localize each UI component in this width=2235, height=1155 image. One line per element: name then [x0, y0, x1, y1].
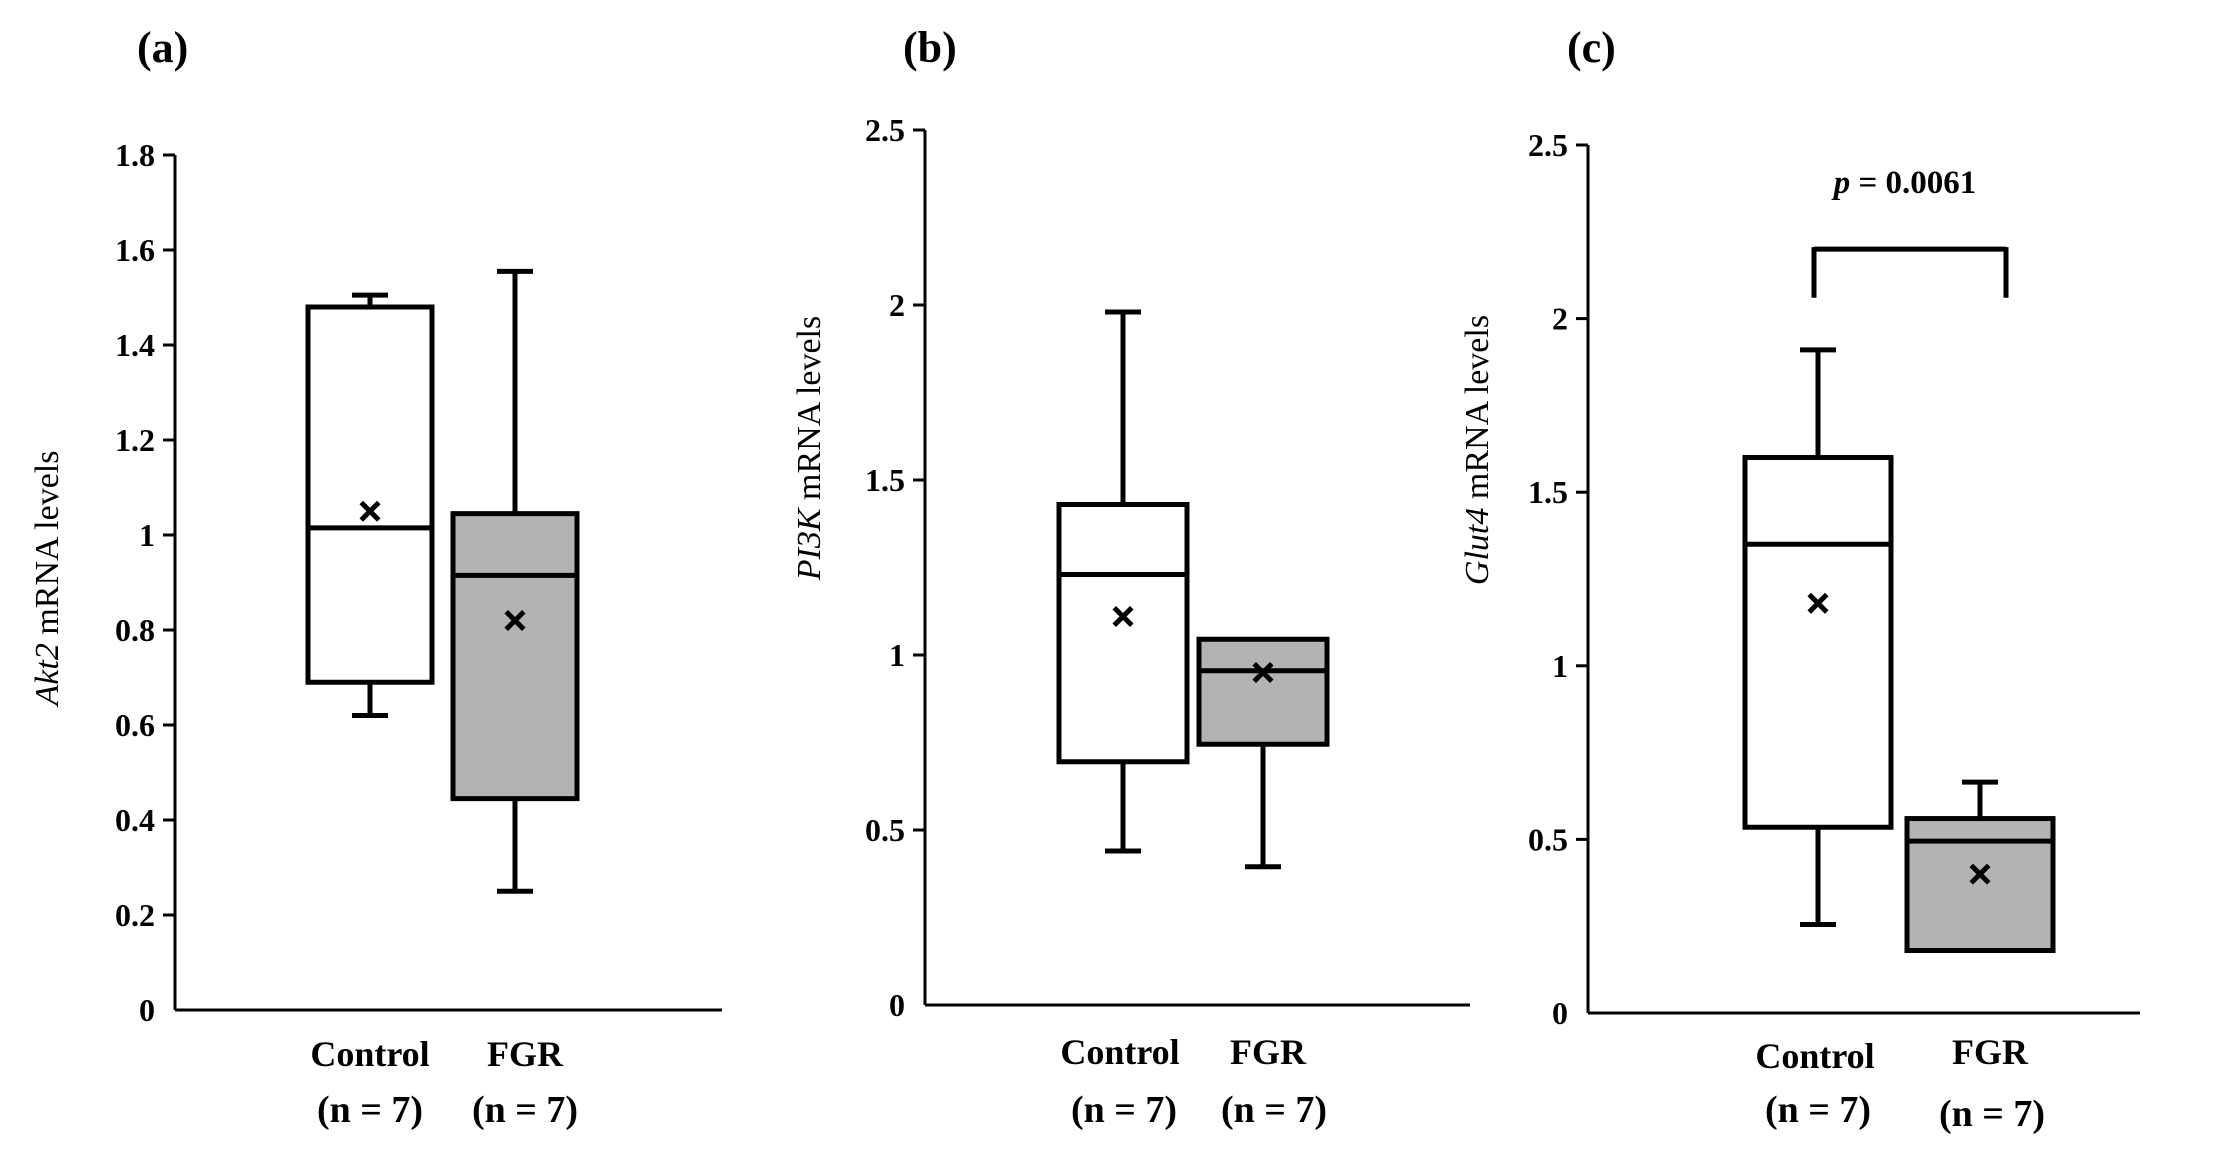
- box-fgr-a: [450, 511, 580, 802]
- mean-marker-stroke: [1112, 605, 1134, 628]
- p-value-symbol: p: [1831, 165, 1851, 201]
- y-axis-gene-c: Glut4: [1459, 508, 1496, 585]
- p-value-label: p = 0.0061: [1831, 165, 1977, 201]
- mean-marker-fgr-c: [1969, 863, 1991, 885]
- panel-label-b: (b): [903, 23, 957, 72]
- panel-a: (a) Akt2 mRNA levels 0 0.2 0.4 0.6 0.8 1 1.2 1.…: [29, 23, 722, 1131]
- y-tick-label-b: 2: [889, 287, 905, 323]
- y-axis-rest-c: mRNA levels: [1459, 315, 1496, 508]
- y-tick-label-a: 0: [139, 992, 155, 1028]
- y-tick-label-b: 1: [889, 637, 905, 673]
- mean-marker-stroke: [1807, 592, 1829, 614]
- n-label-fgr-a: (n = 7): [472, 1089, 578, 1131]
- y-axis-title-a: Akt2 mRNA levels: [29, 451, 66, 708]
- y-tick-label-b: 0.5: [865, 812, 905, 848]
- panel-b: (b) PI3K mRNA levels 0 0.5 1 1.5 2 2.5 Contro…: [791, 23, 1470, 1131]
- n-label-fgr-c: (n = 7): [1939, 1093, 2045, 1135]
- mean-marker-control-a: [359, 500, 381, 522]
- n-label-control-c: (n = 7): [1765, 1089, 1871, 1131]
- box-fgr-b: [1196, 636, 1330, 747]
- mean-marker-fgr-b: [1252, 661, 1274, 684]
- mean-marker-stroke: [504, 609, 526, 632]
- category-label-fgr-c: FGR: [1952, 1032, 2029, 1072]
- y-tick-label-a: 1.8: [115, 137, 155, 173]
- y-axis-rest-a: mRNA levels: [29, 451, 66, 644]
- y-axis-gene-b: PI3K: [791, 506, 828, 581]
- y-tick-label-a: 1.2: [115, 422, 155, 458]
- y-axis-rest-b: mRNA levels: [791, 316, 828, 509]
- y-tick-label-c: 2: [1552, 301, 1568, 337]
- n-label-control-a: (n = 7): [317, 1089, 423, 1131]
- y-tick-label-a: 0.4: [115, 802, 155, 838]
- y-axis-title-b: PI3K mRNA levels: [791, 316, 828, 581]
- category-label-control-b: Control: [1060, 1032, 1179, 1072]
- y-ticks-b: 0 0.5 1 1.5 2 2.5: [865, 112, 925, 1023]
- y-tick-label-a: 1: [139, 517, 155, 553]
- y-tick-label-c: 1: [1552, 648, 1568, 684]
- y-tick-label-b: 2.5: [865, 112, 905, 148]
- n-label-fgr-b: (n = 7): [1221, 1089, 1327, 1131]
- box-control-b: [1056, 502, 1190, 765]
- p-value-text: = 0.0061: [1850, 165, 1976, 201]
- mean-marker-control-b: [1112, 605, 1134, 628]
- mean-marker-fgr-a: [504, 609, 526, 632]
- mean-marker-stroke: [1252, 661, 1274, 684]
- box-control-a: [305, 304, 435, 685]
- y-axis-gene-a: Akt2: [29, 643, 66, 707]
- y-tick-label-b: 1.5: [865, 462, 905, 498]
- category-label-fgr-a: FGR: [487, 1034, 564, 1074]
- y-ticks-a: 0 0.2 0.4 0.6 0.8 1 1.2 1.4 1.6 1.8: [115, 137, 175, 1028]
- y-axis-title-c: Glut4 mRNA levels: [1459, 315, 1496, 585]
- y-ticks-c: 0 0.5 1 1.5 2 2.5: [1528, 127, 1588, 1031]
- mean-marker-stroke: [359, 500, 381, 522]
- y-tick-label-c: 0: [1552, 995, 1568, 1031]
- y-tick-label-a: 1.4: [115, 327, 155, 363]
- y-tick-label-a: 0.8: [115, 612, 155, 648]
- panel-label-c: (c): [1567, 23, 1616, 72]
- y-tick-label-a: 0.2: [115, 897, 155, 933]
- mean-marker-control-c: [1807, 592, 1829, 614]
- y-tick-label-c: 2.5: [1528, 127, 1568, 163]
- significance-annotation: p = 0.0061: [1811, 165, 2009, 298]
- boxes-a: [305, 268, 580, 894]
- y-tick-label-a: 0.6: [115, 707, 155, 743]
- boxes-c: [1742, 347, 2056, 954]
- mean-marker-stroke: [1969, 863, 1991, 885]
- box-control-c: [1742, 454, 1894, 830]
- boxes-b: [1056, 309, 1330, 870]
- category-label-control-a: Control: [310, 1034, 429, 1074]
- y-tick-label-a: 1.6: [115, 232, 155, 268]
- category-label-control-c: Control: [1755, 1036, 1874, 1076]
- n-label-control-b: (n = 7): [1071, 1089, 1177, 1131]
- category-label-fgr-b: FGR: [1230, 1032, 1307, 1072]
- panel-c: (c) Glut4 mRNA levels 0 0.5 1 1.5 2 2.5 p = 0…: [1459, 23, 2140, 1135]
- box-fgr-c: [1904, 816, 2056, 954]
- y-tick-label-b: 0: [889, 987, 905, 1023]
- y-tick-label-c: 1.5: [1528, 474, 1568, 510]
- panel-label-a: (a): [137, 23, 188, 72]
- y-tick-label-c: 0.5: [1528, 821, 1568, 857]
